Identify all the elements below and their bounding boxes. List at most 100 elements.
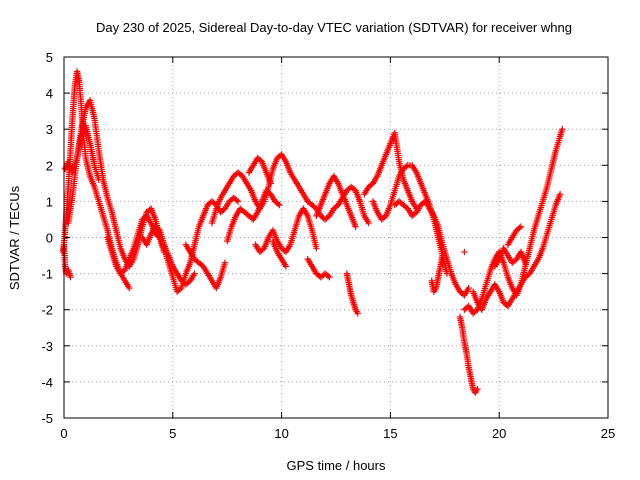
data-point xyxy=(361,212,372,227)
series-sat-f xyxy=(139,223,198,288)
data-point xyxy=(267,190,278,203)
data-point xyxy=(317,271,327,281)
data-point xyxy=(62,185,72,220)
data-point xyxy=(269,237,280,254)
data-point xyxy=(504,297,515,310)
data-point xyxy=(278,245,288,254)
data-point xyxy=(400,176,411,192)
data-point xyxy=(76,79,85,109)
data-point xyxy=(86,140,98,167)
data-point xyxy=(308,263,319,275)
y-tick-label: -4 xyxy=(41,375,53,390)
y-axis-label: SDTVAR / TECUs xyxy=(7,185,22,290)
y-tick-label: 5 xyxy=(46,50,53,65)
data-point xyxy=(413,203,423,216)
data-point xyxy=(509,228,519,241)
x-tick-label: 15 xyxy=(383,426,397,441)
data-point xyxy=(282,243,293,256)
data-point xyxy=(313,270,323,280)
data-point xyxy=(182,241,193,254)
data-point xyxy=(160,241,171,257)
series-sat-n xyxy=(313,172,359,230)
data-point xyxy=(517,275,528,288)
data-point xyxy=(426,205,437,218)
data-point xyxy=(343,201,354,218)
data-point xyxy=(530,214,541,234)
series-sat-d xyxy=(61,122,103,183)
data-point xyxy=(208,198,219,208)
y-tick-label: 0 xyxy=(46,231,53,246)
data-point xyxy=(491,281,502,294)
data-point xyxy=(530,257,541,270)
data-point xyxy=(482,290,493,303)
series-sat-w xyxy=(491,245,529,270)
data-point xyxy=(556,126,566,140)
data-point xyxy=(287,169,297,182)
data-point xyxy=(500,245,511,257)
data-point xyxy=(478,297,489,313)
data-point xyxy=(239,172,249,185)
data-point xyxy=(156,227,167,246)
data-point xyxy=(134,218,145,238)
data-point xyxy=(321,181,332,198)
data-point xyxy=(258,189,269,205)
data-point xyxy=(413,169,424,185)
data-point xyxy=(374,209,384,221)
data-point xyxy=(378,153,389,169)
data-point xyxy=(226,195,236,205)
data-point xyxy=(91,162,103,183)
data-point xyxy=(348,212,359,230)
data-point xyxy=(195,259,206,269)
data-point xyxy=(522,271,532,281)
data-point xyxy=(304,255,315,268)
data-point xyxy=(95,147,107,181)
data-point xyxy=(300,190,310,203)
series-sat-j xyxy=(245,154,274,187)
data-point xyxy=(182,278,192,288)
y-tick-label: -5 xyxy=(41,411,53,426)
data-point xyxy=(130,232,141,252)
data-point xyxy=(308,227,320,252)
data-point xyxy=(535,246,546,263)
data-point xyxy=(417,199,427,209)
data-point xyxy=(247,187,258,203)
grid-layer xyxy=(64,57,608,418)
data-point xyxy=(472,385,481,396)
data-point xyxy=(408,162,419,174)
data-point xyxy=(334,180,346,196)
data-point xyxy=(91,183,102,203)
data-point xyxy=(552,190,564,209)
data-point xyxy=(73,135,85,162)
data-point xyxy=(250,156,260,169)
data-point xyxy=(104,194,115,214)
data-point xyxy=(387,189,398,209)
plot-frame xyxy=(63,56,609,419)
data-point xyxy=(308,201,319,211)
data-point xyxy=(230,170,240,180)
data-point xyxy=(260,236,272,252)
tick-layer: 0 5 10 15 20 25 -5 -4 -3 -2 -1 0 1 2 3 4 5 xyxy=(41,50,615,441)
data-point xyxy=(230,194,242,205)
data-point xyxy=(422,198,432,211)
data-point xyxy=(224,225,235,245)
series-sat-s xyxy=(428,252,446,295)
data-point xyxy=(254,200,265,216)
data-point xyxy=(173,286,184,295)
data-point xyxy=(278,255,290,270)
data-point xyxy=(526,264,537,277)
data-point xyxy=(395,167,406,180)
data-point xyxy=(62,268,71,277)
data-point xyxy=(139,213,149,223)
data-point xyxy=(548,203,559,223)
data-point xyxy=(169,263,180,275)
data-point xyxy=(304,198,314,208)
data-point xyxy=(252,241,262,254)
data-point xyxy=(391,199,401,209)
data-point xyxy=(241,209,251,218)
y-tick-label: -3 xyxy=(41,339,53,354)
y-tick-label: 2 xyxy=(46,158,53,173)
series-sat-x xyxy=(504,223,525,248)
data-point xyxy=(152,230,162,240)
data-point xyxy=(369,198,380,214)
